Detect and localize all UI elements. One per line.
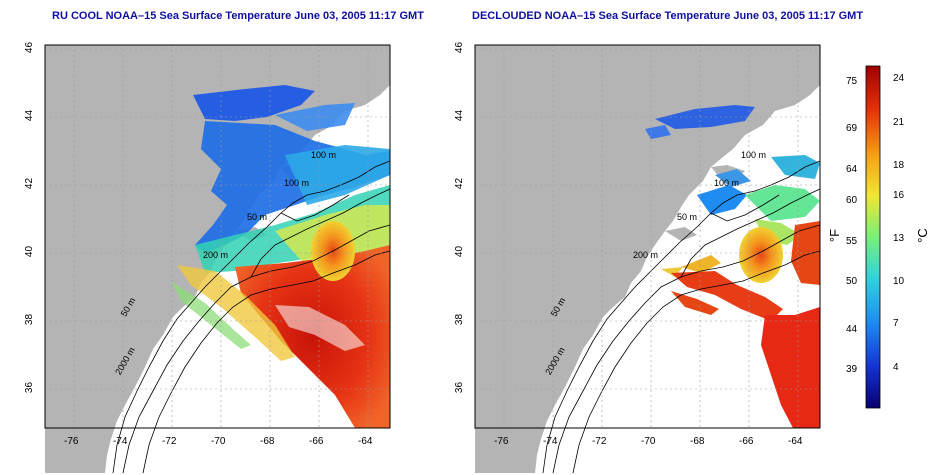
fahrenheit-tick: 39 bbox=[846, 364, 858, 375]
x-tick: -64 bbox=[788, 436, 803, 447]
fahrenheit-tick: 64 bbox=[846, 164, 858, 175]
left-panel-title: RU COOL NOAA–15 Sea Surface Temperature … bbox=[52, 10, 424, 22]
contour-label: 200 m bbox=[633, 250, 659, 260]
celsius-tick: 21 bbox=[893, 117, 905, 128]
contour-label: 100 m bbox=[741, 150, 767, 160]
celsius-tick: 7 bbox=[893, 318, 899, 329]
y-tick: 44 bbox=[454, 109, 466, 122]
y-tick: 40 bbox=[454, 245, 466, 258]
x-tick: -64 bbox=[358, 436, 373, 447]
celsius-unit-label: °C bbox=[914, 228, 930, 243]
fahrenheit-tick: 60 bbox=[846, 195, 858, 206]
celsius-tick: 16 bbox=[893, 190, 905, 201]
x-tick: -70 bbox=[211, 436, 226, 447]
y-tick: 36 bbox=[454, 381, 466, 394]
x-tick: -72 bbox=[592, 436, 607, 447]
fahrenheit-tick: 55 bbox=[846, 236, 858, 247]
fahrenheit-tick: 69 bbox=[846, 123, 858, 134]
x-tick: -72 bbox=[162, 436, 177, 447]
x-tick: -68 bbox=[260, 436, 275, 447]
x-tick: -66 bbox=[739, 436, 754, 447]
y-tick: 44 bbox=[24, 109, 36, 122]
fahrenheit-tick: 75 bbox=[846, 76, 858, 87]
contour-label: 100 m bbox=[284, 178, 310, 188]
x-tick: -76 bbox=[64, 436, 79, 447]
x-tick: -66 bbox=[309, 436, 324, 447]
y-tick: 42 bbox=[24, 177, 36, 190]
y-tick: 46 bbox=[454, 41, 466, 54]
x-tick: -74 bbox=[113, 436, 128, 447]
y-tick: 36 bbox=[24, 381, 36, 394]
y-tick: 38 bbox=[24, 313, 36, 326]
contour-label: 100 m bbox=[714, 178, 740, 188]
left-map-panel bbox=[44, 44, 391, 474]
right-panel-title: DECLOUDED NOAA–15 Sea Surface Temperatur… bbox=[472, 10, 864, 22]
contour-label: 100 m bbox=[311, 150, 337, 160]
contour-label: 50 m bbox=[677, 212, 698, 222]
colorbar bbox=[865, 65, 881, 409]
fahrenheit-tick: 44 bbox=[846, 324, 858, 335]
x-tick: -74 bbox=[543, 436, 558, 447]
contour-label: 200 m bbox=[203, 250, 229, 260]
celsius-tick: 24 bbox=[893, 73, 905, 84]
celsius-tick: 4 bbox=[893, 362, 899, 373]
y-tick: 40 bbox=[24, 245, 36, 258]
right-map-panel bbox=[474, 44, 821, 474]
fahrenheit-unit-label: °F bbox=[827, 228, 843, 243]
x-tick: -68 bbox=[690, 436, 705, 447]
celsius-tick: 18 bbox=[893, 160, 905, 171]
x-tick: -70 bbox=[641, 436, 656, 447]
celsius-tick: 10 bbox=[893, 276, 905, 287]
y-tick: 38 bbox=[454, 313, 466, 326]
contour-label: 50 m bbox=[247, 212, 268, 222]
y-tick: 46 bbox=[24, 41, 36, 54]
x-tick: -76 bbox=[494, 436, 509, 447]
celsius-tick: 13 bbox=[893, 233, 905, 244]
fahrenheit-tick: 50 bbox=[846, 276, 858, 287]
y-tick: 42 bbox=[454, 177, 466, 190]
